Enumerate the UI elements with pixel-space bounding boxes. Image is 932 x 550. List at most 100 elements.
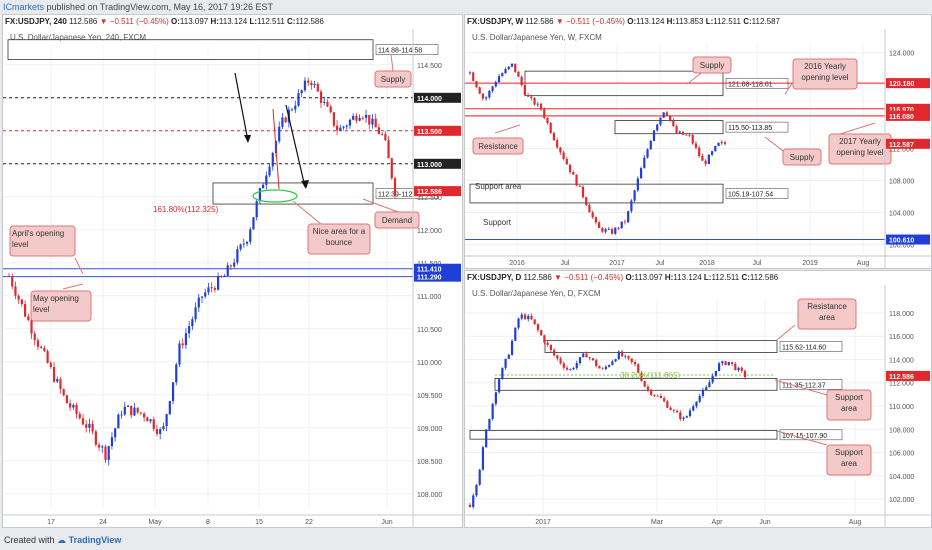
candle-body	[639, 168, 643, 179]
candle-body	[336, 125, 339, 131]
candle-body	[646, 386, 650, 390]
candle-body	[364, 114, 368, 118]
candle-body	[358, 117, 361, 121]
candle-body	[123, 406, 126, 415]
candle-body	[17, 295, 20, 300]
candle-body	[501, 73, 504, 77]
candle-body	[636, 178, 639, 191]
candle-body	[229, 265, 233, 267]
y-tick-label: 110.000	[417, 360, 442, 367]
price-change: −0.511 (−0.45%)	[564, 273, 624, 282]
candle-body	[514, 63, 517, 72]
candle-body	[540, 330, 543, 336]
candle-body	[139, 412, 142, 414]
y-tick-label: 112.000	[889, 381, 914, 388]
down-arrow-icon: ▼	[554, 273, 562, 282]
candle-body	[143, 413, 146, 418]
candle-body	[85, 424, 88, 428]
svg-text:Supply: Supply	[700, 61, 724, 70]
chart-panel-weekly[interactable]: FX:USDJPY, W 112.586 ▼ −0.511 (−0.45%) O…	[464, 14, 932, 269]
candle-body	[601, 368, 604, 370]
candle-body	[588, 204, 591, 213]
zone-box	[494, 378, 778, 391]
chart-h4[interactable]: U.S. Dollar/Japanese Yen, 240, FXCM 114.…	[3, 29, 462, 527]
zone-box	[614, 120, 724, 135]
low-value: 112.511	[257, 17, 285, 26]
candle-body	[582, 353, 585, 358]
close-value: 112.586	[295, 17, 324, 26]
candle-body	[88, 423, 91, 428]
candle-body	[691, 134, 694, 144]
level-price-tag	[414, 92, 461, 103]
candle-body	[323, 101, 326, 103]
tradingview-logo-icon: ☁	[57, 535, 67, 545]
candle-body	[714, 370, 717, 376]
candle-body	[565, 158, 568, 165]
publisher-name[interactable]: ICmarkets	[3, 2, 45, 12]
candle-body	[326, 101, 329, 107]
level-price-label: 112.586	[889, 374, 914, 381]
candle-body	[595, 360, 598, 367]
candle-body	[175, 364, 178, 383]
candle-body	[688, 410, 692, 417]
candle-body	[262, 184, 265, 189]
candle-body	[310, 82, 313, 86]
candle-body	[14, 286, 17, 296]
candle-body	[624, 355, 627, 357]
candle-body	[669, 407, 672, 411]
candle-body	[530, 315, 533, 320]
candle-body	[640, 372, 643, 382]
candle-body	[478, 469, 481, 485]
candle-body	[313, 83, 316, 86]
candle-body	[723, 142, 727, 144]
candle-body	[737, 367, 740, 370]
candle-body	[552, 132, 556, 141]
chart-panel-daily[interactable]: FX:USDJPY, D 112.586 ▼ −0.511 (−0.45%) O…	[464, 270, 932, 528]
chart-daily[interactable]: U.S. Dollar/Japanese Yen, D, FXCM 115.62…	[465, 285, 931, 527]
down-arrow-icon: ▼	[555, 17, 564, 26]
candle-body	[30, 320, 33, 334]
candle-body	[510, 340, 514, 355]
candle-body	[669, 115, 672, 121]
candle-body	[666, 401, 669, 408]
candle-body	[384, 134, 387, 141]
candle-body	[62, 389, 65, 396]
y-tick-label: 102.000	[889, 497, 914, 504]
candle-body	[72, 404, 75, 408]
candle-body	[33, 333, 36, 341]
candle-body	[559, 358, 562, 364]
candle-body	[171, 382, 175, 402]
candle-body	[620, 221, 623, 228]
candle-body	[543, 335, 546, 343]
candle-body	[497, 76, 501, 83]
candle-body	[371, 118, 374, 125]
chart-weekly[interactable]: U.S. Dollar/Japanese Yen, W, FXCM 121.68…	[465, 29, 931, 268]
chart-panel-h4[interactable]: FX:USDJPY, 240 112.586 ▼ −0.511 (−0.45%)…	[2, 14, 463, 528]
candle-body	[685, 416, 688, 418]
candle-body	[556, 355, 559, 359]
y-tick-label: 100.000	[889, 242, 914, 249]
x-tick-label: Jun	[759, 519, 770, 526]
candle-body	[549, 123, 552, 133]
zone-label-box	[375, 44, 439, 55]
footer: Created with ☁ TradingView	[0, 530, 932, 550]
level-price-tag	[886, 370, 930, 381]
svg-text:Supply: Supply	[381, 75, 405, 84]
candle-body	[184, 333, 188, 346]
candle-body	[727, 362, 730, 366]
tradingview-link[interactable]: TradingView	[68, 535, 122, 545]
y-tick-label: 112.000	[417, 228, 442, 235]
candle-body	[504, 358, 507, 368]
candle-body	[501, 367, 504, 380]
candle-body	[643, 157, 646, 169]
candle-body	[504, 69, 507, 74]
candle-body	[620, 351, 624, 357]
level-price-label: 100.610	[889, 238, 914, 245]
candle-body	[226, 265, 229, 276]
open-value: 113.097	[179, 17, 209, 26]
zone-box	[212, 182, 374, 205]
candle-body	[533, 319, 536, 325]
y-tick-label: 112.000	[889, 147, 914, 154]
published-bar: ICmarkets published on TradingView.com, …	[0, 0, 932, 14]
candle-body	[572, 368, 575, 370]
